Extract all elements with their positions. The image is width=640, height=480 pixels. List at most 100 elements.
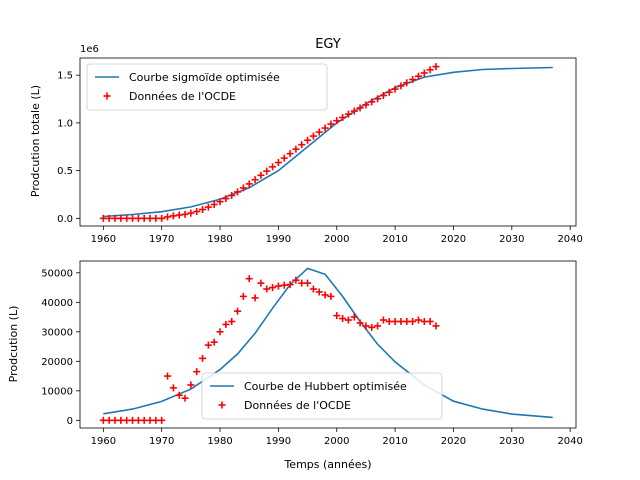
chart1-ylabel: Prodcution totale (L) xyxy=(29,85,42,197)
chart2-data-point xyxy=(403,317,411,325)
chart1-x-tick-label: 1990 xyxy=(266,234,291,245)
chart2-data-point xyxy=(409,317,417,325)
chart1-x-tick-label: 2030 xyxy=(499,234,524,245)
chart2-data-point xyxy=(315,288,323,296)
chart1-x-tick-label: 2000 xyxy=(324,234,349,245)
chart1-data-point xyxy=(379,92,387,100)
chart1-data-point xyxy=(333,117,341,125)
chart1-data-point xyxy=(356,104,364,112)
chart1-data-point xyxy=(204,203,212,211)
chart2-y-tick-label: 40000 xyxy=(41,298,73,309)
chart1-data-point xyxy=(286,150,294,158)
chart1-legend-label: Données de l'OCDE xyxy=(129,90,236,103)
chart2-data-point xyxy=(117,416,125,424)
chart2-data-point xyxy=(140,416,148,424)
chart2-data-point xyxy=(362,322,370,330)
chart2-data-point xyxy=(257,279,265,287)
chart2-x-tick-label: 2010 xyxy=(382,436,407,447)
chart2-series-line xyxy=(103,267,553,419)
chart2-data-point xyxy=(420,317,428,325)
chart1-data-point xyxy=(426,66,434,74)
chart2-data-point xyxy=(129,416,137,424)
chart2-legend-label: Courbe de Hubbert optimisée xyxy=(244,380,407,393)
chart1-data-point xyxy=(298,141,306,149)
chart1-data-point xyxy=(222,195,230,203)
chart2-data-point xyxy=(123,416,131,424)
chart2-data-point xyxy=(204,341,212,349)
chart1-y-tick-label: 1.5 xyxy=(57,71,73,82)
chart2-data-point xyxy=(158,416,166,424)
chart2-x-tick-label: 1980 xyxy=(207,436,232,447)
chart2-data-point xyxy=(99,416,107,424)
chart2-data-point xyxy=(333,312,341,320)
chart1-data-point xyxy=(374,95,382,103)
chart1-data-point xyxy=(129,214,137,222)
chart1-data-point xyxy=(269,163,277,171)
chart1-data-point xyxy=(187,209,195,217)
chart2-data-point xyxy=(339,315,347,323)
chart2-legend-box xyxy=(201,372,443,420)
chart1-data-point xyxy=(251,176,259,184)
chart2-y-tick-label: 20000 xyxy=(41,357,73,368)
chart1-legend-label: Courbe sigmoïde optimisée xyxy=(129,71,280,84)
chart2-data-point xyxy=(344,316,352,324)
chart1-data-point xyxy=(245,180,253,188)
chart2-data-point xyxy=(397,317,405,325)
chart2-legend-marker-swatch xyxy=(218,401,226,409)
chart1-data-point xyxy=(414,72,422,80)
chart1-series-line xyxy=(103,66,553,218)
chart1-legend-box xyxy=(86,63,328,111)
chart2-data-point xyxy=(210,338,218,346)
chart1-x-tick-label: 2040 xyxy=(557,234,582,245)
chart2-data-point xyxy=(321,291,329,299)
chart2-data-point xyxy=(228,317,236,325)
chart1-data-point xyxy=(193,207,201,215)
chart2-data-point xyxy=(187,381,195,389)
chart1-y-tick-label: 0.0 xyxy=(57,214,73,225)
chart2-data-point xyxy=(181,394,189,402)
chart1-x-tick-label: 1980 xyxy=(207,234,232,245)
chart2-data-point xyxy=(193,368,201,376)
chart1-data-point xyxy=(216,198,224,206)
chart2-x-tick-label: 2030 xyxy=(499,436,524,447)
chart2-data-point xyxy=(356,319,364,327)
chart2-data-point xyxy=(280,281,288,289)
chart1-data-point xyxy=(99,214,107,222)
chart1-data-point xyxy=(239,184,247,192)
chart1-data-point xyxy=(309,132,317,140)
chart2-data-point xyxy=(274,282,282,290)
chart1-axes-frame xyxy=(79,57,577,227)
chart1-x-tick-label: 2020 xyxy=(441,234,466,245)
chart1-data-point xyxy=(117,214,125,222)
chart2-data-point xyxy=(199,354,207,362)
chart1-offset-text: 1e6 xyxy=(80,44,99,55)
chart2-data-point xyxy=(239,292,247,300)
chart1-x-tick-label: 2010 xyxy=(382,234,407,245)
chart1-data-point xyxy=(403,79,411,87)
chart1-title: EGY xyxy=(315,37,341,52)
chart1-data-point xyxy=(228,191,236,199)
chart1-data-point xyxy=(140,214,148,222)
chart1-data-point xyxy=(385,88,393,96)
chart2-y-tick-label: 0 xyxy=(67,416,73,427)
chart1-y-tick-label: 0.5 xyxy=(57,166,73,177)
chart2-data-point xyxy=(222,320,230,328)
chart1-legend-marker-swatch xyxy=(103,92,111,100)
chart1-data-point xyxy=(350,107,358,115)
chart2-data-point xyxy=(385,317,393,325)
chart1-data-point xyxy=(321,124,329,132)
chart1-data-point xyxy=(199,205,207,213)
chart1-data-point xyxy=(134,214,142,222)
chart2-data-point xyxy=(414,316,422,324)
chart2-data-point xyxy=(327,292,335,300)
chart2-y-tick-label: 10000 xyxy=(41,386,73,397)
chart2-data-point xyxy=(269,284,277,292)
chart2-data-point xyxy=(368,323,376,331)
chart2-data-point xyxy=(350,313,358,321)
chart1-data-point xyxy=(175,211,183,219)
chart2-x-tick-label: 2000 xyxy=(324,436,349,447)
chart1-data-point xyxy=(315,128,323,136)
chart1-y-tick-label: 1.0 xyxy=(57,118,73,129)
chart1-data-point xyxy=(111,214,119,222)
